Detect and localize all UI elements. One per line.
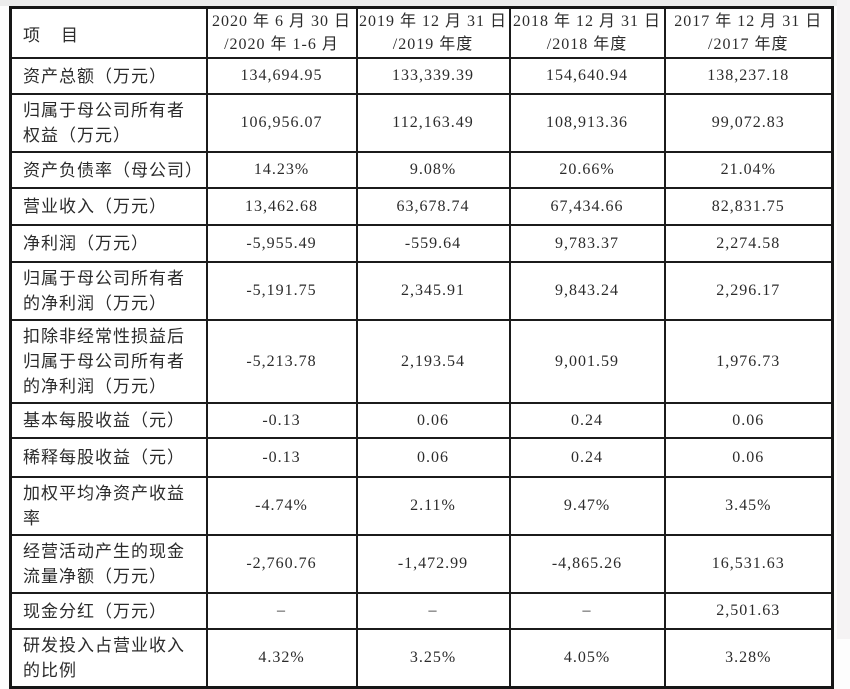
header-cell-period-2020: 2020 年 6 月 30 日 /2020 年 1-6 月	[205, 6, 358, 59]
value-cell: –	[508, 592, 666, 630]
row-label-cell: 资产负债率（母公司）	[9, 151, 208, 189]
value-cell: 0.06	[355, 402, 511, 439]
value-cell: 0.06	[355, 437, 511, 478]
row-label-cell: 经营活动产生的现金流量净额（万元）	[9, 534, 208, 594]
value-cell: 0.06	[663, 437, 834, 478]
value-cell: -5,955.49	[205, 224, 358, 263]
header-period-line2: /2020 年 1-6 月	[224, 36, 339, 53]
row-label-cell: 营业收入（万元）	[9, 187, 208, 226]
row-label-cell: 现金分红（万元）	[9, 592, 208, 630]
header-period-line1: 2018 年 12 月 31 日	[512, 13, 661, 30]
value-cell: 16,531.63	[663, 534, 834, 594]
row-label-cell: 归属于母公司所有者的净利润（万元）	[9, 261, 208, 321]
scan-top-edge	[0, 0, 850, 6]
value-cell: 3.28%	[663, 628, 834, 689]
header-period-line2: /2018 年度	[546, 36, 628, 53]
table-row-net-profit: 净利润（万元） -5,955.49 -559.64 9,783.37 2,274…	[9, 224, 834, 263]
value-cell: 14.23%	[205, 151, 358, 189]
value-cell: 4.32%	[205, 628, 358, 689]
table-row-parent-net-profit: 归属于母公司所有者的净利润（万元） -5,191.75 2,345.91 9,8…	[9, 261, 834, 321]
table-row-rd-ratio: 研发投入占营业收入的比例 4.32% 3.25% 4.05% 3.28%	[9, 628, 834, 689]
value-cell: 134,694.95	[205, 57, 358, 95]
row-label-cell: 稀释每股收益（元）	[9, 437, 208, 478]
value-cell: 2,501.63	[663, 592, 834, 630]
table-row-parent-equity: 归属于母公司所有者权益（万元） 106,956.07 112,163.49 10…	[9, 93, 834, 153]
table-row-basic-eps: 基本每股收益（元） -0.13 0.06 0.24 0.06	[9, 402, 834, 439]
value-cell: 0.24	[508, 437, 666, 478]
value-cell: 4.05%	[508, 628, 666, 689]
value-cell: 108,913.36	[508, 93, 666, 153]
value-cell: -0.13	[205, 402, 358, 439]
value-cell: -5,213.78	[205, 319, 358, 404]
value-cell: 2,274.58	[663, 224, 834, 263]
value-cell: 3.45%	[663, 476, 834, 536]
row-label-cell: 归属于母公司所有者权益（万元）	[9, 93, 208, 153]
header-cell-period-2018: 2018 年 12 月 31 日 /2018 年度	[508, 6, 666, 59]
table-row-weighted-roe: 加权平均净资产收益率 -4.74% 2.11% 9.47% 3.45%	[9, 476, 834, 536]
value-cell: 21.04%	[663, 151, 834, 189]
value-cell: 99,072.83	[663, 93, 834, 153]
header-cell-period-2017: 2017 年 12 月 31 日 /2017 年度	[663, 6, 834, 59]
table-row-diluted-eps: 稀释每股收益（元） -0.13 0.06 0.24 0.06	[9, 437, 834, 478]
value-cell: 9,783.37	[508, 224, 666, 263]
value-cell: -4,865.26	[508, 534, 666, 594]
value-cell: 67,434.66	[508, 187, 666, 226]
table-row-deducted-net-profit: 扣除非经常性损益后归属于母公司所有者的净利润（万元） -5,213.78 2,1…	[9, 319, 834, 404]
header-cell-period-2019: 2019 年 12 月 31 日 /2019 年度	[355, 6, 511, 59]
value-cell: -2,760.76	[205, 534, 358, 594]
value-cell: 13,462.68	[205, 187, 358, 226]
row-label-cell: 扣除非经常性损益后归属于母公司所有者的净利润（万元）	[9, 319, 208, 404]
value-cell: 112,163.49	[355, 93, 511, 153]
header-row: 项 目 2020 年 6 月 30 日 /2020 年 1-6 月 2019 年…	[9, 6, 834, 59]
value-cell: 1,976.73	[663, 319, 834, 404]
value-cell: 138,237.18	[663, 57, 834, 95]
value-cell: 0.06	[663, 402, 834, 439]
header-period-line1: 2019 年 12 月 31 日	[358, 13, 507, 30]
table-row-total-assets: 资产总额（万元） 134,694.95 133,339.39 154,640.9…	[9, 57, 834, 95]
value-cell: 3.25%	[355, 628, 511, 689]
value-cell: 133,339.39	[355, 57, 511, 95]
table-row-operating-cash-flow: 经营活动产生的现金流量净额（万元） -2,760.76 -1,472.99 -4…	[9, 534, 834, 594]
value-cell: -5,191.75	[205, 261, 358, 321]
row-label-cell: 加权平均净资产收益率	[9, 476, 208, 536]
header-period-line1: 2017 年 12 月 31 日	[674, 13, 823, 30]
header-period-line2: /2017 年度	[708, 36, 789, 53]
value-cell: 9.08%	[355, 151, 511, 189]
value-cell: -1,472.99	[355, 534, 511, 594]
value-cell: 9,843.24	[508, 261, 666, 321]
value-cell: 2,193.54	[355, 319, 511, 404]
table-row-debt-ratio: 资产负债率（母公司） 14.23% 9.08% 20.66% 21.04%	[9, 151, 834, 189]
value-cell: 20.66%	[508, 151, 666, 189]
value-cell: -559.64	[355, 224, 511, 263]
value-cell: 9,001.59	[508, 319, 666, 404]
value-cell: 0.24	[508, 402, 666, 439]
value-cell: 2,296.17	[663, 261, 834, 321]
value-cell: -0.13	[205, 437, 358, 478]
row-label-cell: 基本每股收益（元）	[9, 402, 208, 439]
value-cell: 2,345.91	[355, 261, 511, 321]
value-cell: -4.74%	[205, 476, 358, 536]
value-cell: –	[355, 592, 511, 630]
value-cell: 63,678.74	[355, 187, 511, 226]
row-label-cell: 净利润（万元）	[9, 224, 208, 263]
header-cell-item: 项 目	[9, 6, 208, 59]
value-cell: 106,956.07	[205, 93, 358, 153]
header-period-line2: /2019 年度	[392, 36, 474, 53]
value-cell: 154,640.94	[508, 57, 666, 95]
value-cell: 82,831.75	[663, 187, 834, 226]
row-label-cell: 研发投入占营业收入的比例	[9, 628, 208, 689]
row-label-cell: 资产总额（万元）	[9, 57, 208, 95]
value-cell: 2.11%	[355, 476, 511, 536]
financial-summary-table: 项 目 2020 年 6 月 30 日 /2020 年 1-6 月 2019 年…	[9, 6, 834, 689]
header-period-line1: 2020 年 6 月 30 日	[211, 13, 351, 30]
table-row-revenue: 营业收入（万元） 13,462.68 63,678.74 67,434.66 8…	[9, 187, 834, 226]
value-cell: –	[205, 592, 358, 630]
scan-right-edge	[837, 0, 850, 639]
table-row-cash-dividend: 现金分红（万元） – – – 2,501.63	[9, 592, 834, 630]
value-cell: 9.47%	[508, 476, 666, 536]
